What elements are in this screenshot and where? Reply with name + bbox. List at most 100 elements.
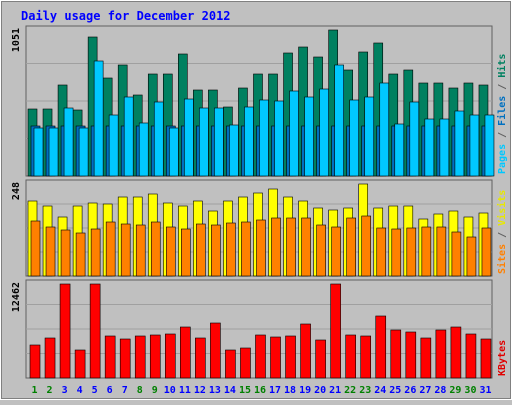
x-tick-label-25: 25 xyxy=(389,385,401,396)
series-label-visits: Sites / Visits xyxy=(496,190,508,274)
ymax-label-visits: 248 xyxy=(11,182,22,200)
ymax-label-hits: 1051 xyxy=(11,28,22,52)
bar-kbytes-kbytes-9 xyxy=(149,334,161,379)
x-tick-label-17: 17 xyxy=(269,385,281,396)
x-tick-label-20: 20 xyxy=(314,385,326,396)
bar-visits-sites-23 xyxy=(361,215,372,277)
bar-visits-sites-3 xyxy=(60,229,71,277)
ymax-label-kbytes: 12462 xyxy=(11,282,22,312)
bar-kbytes-kbytes-14 xyxy=(225,349,236,379)
series-label-part: / xyxy=(497,226,508,244)
x-tick-label-9: 9 xyxy=(152,385,158,396)
bar-hits-pages-4 xyxy=(78,127,89,177)
bar-visits-sites-17 xyxy=(271,217,281,277)
bar-hits-pages-18 xyxy=(289,90,299,177)
bar-visits-sites-18 xyxy=(286,217,296,277)
x-tick-label-24: 24 xyxy=(374,385,386,396)
bar-hits-pages-20 xyxy=(319,88,329,177)
x-tick-label-26: 26 xyxy=(404,385,416,396)
series-label-part: Visits xyxy=(496,190,508,226)
bar-visits-sites-28 xyxy=(436,226,447,277)
bar-hits-pages-28 xyxy=(439,118,450,177)
series-label-part: Pages xyxy=(497,144,508,174)
bar-hits-pages-25 xyxy=(394,123,405,177)
x-tick-label-21: 21 xyxy=(329,385,341,396)
bar-visits-sites-6 xyxy=(105,221,116,277)
x-tick-label-5: 5 xyxy=(92,385,98,396)
bar-visits-sites-8 xyxy=(135,224,146,277)
x-tick-label-12: 12 xyxy=(194,385,206,396)
bar-kbytes-kbytes-1 xyxy=(29,344,41,379)
bar-kbytes-kbytes-15 xyxy=(240,347,251,379)
bar-hits-pages-22 xyxy=(349,99,359,177)
bar-visits-sites-15 xyxy=(241,221,251,277)
bar-visits-sites-29 xyxy=(451,231,462,277)
x-tick-label-6: 6 xyxy=(107,385,113,396)
bar-hits-pages-9 xyxy=(153,101,164,177)
x-tick-label-18: 18 xyxy=(284,385,296,396)
bar-hits-pages-24 xyxy=(379,82,390,177)
bar-kbytes-kbytes-30 xyxy=(465,333,477,379)
bar-kbytes-kbytes-21 xyxy=(330,283,341,379)
bar-hits-pages-12 xyxy=(199,107,209,177)
bar-hits-pages-10 xyxy=(168,127,179,177)
bar-kbytes-kbytes-17 xyxy=(270,336,281,379)
bar-hits-pages-5 xyxy=(93,60,104,177)
bar-hits-pages-17 xyxy=(274,100,284,177)
bar-kbytes-kbytes-23 xyxy=(360,335,372,379)
bar-hits-pages-27 xyxy=(424,118,435,177)
bar-hits-pages-13 xyxy=(214,107,224,177)
bar-visits-sites-9 xyxy=(150,221,161,277)
x-tick-label-27: 27 xyxy=(419,385,431,396)
x-tick-label-29: 29 xyxy=(449,385,461,396)
bar-visits-sites-25 xyxy=(391,228,402,277)
bar-kbytes-kbytes-26 xyxy=(405,331,417,379)
bar-kbytes-kbytes-29 xyxy=(450,326,462,379)
series-label-part: KBytes xyxy=(497,340,508,376)
bar-visits-sites-11 xyxy=(181,228,191,277)
bar-kbytes-kbytes-12 xyxy=(195,337,206,379)
bar-visits-sites-5 xyxy=(90,228,101,277)
x-tick-label-4: 4 xyxy=(77,385,83,396)
x-tick-label-16: 16 xyxy=(254,385,266,396)
series-label-part: Files xyxy=(496,96,508,126)
x-tick-label-28: 28 xyxy=(434,385,446,396)
bar-kbytes-kbytes-7 xyxy=(119,338,131,379)
bar-kbytes-kbytes-25 xyxy=(390,329,402,379)
bar-visits-sites-24 xyxy=(376,227,387,277)
bar-kbytes-kbytes-4 xyxy=(74,349,86,379)
series-label-part: / xyxy=(497,78,508,96)
bar-kbytes-kbytes-8 xyxy=(134,335,146,379)
bar-visits-sites-10 xyxy=(165,226,176,277)
bar-hits-pages-29 xyxy=(454,110,465,177)
bar-hits-pages-23 xyxy=(364,96,375,177)
bar-kbytes-kbytes-5 xyxy=(89,283,101,379)
bar-visits-sites-2 xyxy=(45,226,56,277)
bar-visits-sites-30 xyxy=(466,236,477,277)
bar-visits-sites-26 xyxy=(406,227,417,277)
x-tick-label-2: 2 xyxy=(47,385,53,396)
bar-kbytes-kbytes-20 xyxy=(315,339,326,379)
series-label-kbytes: KBytes xyxy=(497,340,508,376)
x-tick-label-8: 8 xyxy=(137,385,143,396)
bar-hits-pages-26 xyxy=(409,101,420,177)
x-tick-label-1: 1 xyxy=(32,385,38,396)
bar-hits-pages-21 xyxy=(334,64,344,177)
bar-visits-sites-14 xyxy=(226,222,236,277)
bar-kbytes-kbytes-11 xyxy=(180,326,191,379)
bar-hits-pages-8 xyxy=(138,122,149,177)
bar-visits-sites-16 xyxy=(256,219,266,277)
x-tick-label-7: 7 xyxy=(122,385,128,396)
x-tick-label-14: 14 xyxy=(224,385,236,396)
bar-hits-pages-1 xyxy=(33,127,44,177)
x-tick-label-15: 15 xyxy=(239,385,251,396)
bar-kbytes-kbytes-19 xyxy=(300,323,311,379)
x-tick-label-30: 30 xyxy=(464,385,476,396)
bar-hits-pages-30 xyxy=(469,114,480,177)
series-label-part: / xyxy=(497,126,508,144)
bar-visits-sites-1 xyxy=(30,220,41,277)
bar-kbytes-kbytes-22 xyxy=(345,334,356,379)
bar-visits-sites-12 xyxy=(196,223,206,277)
